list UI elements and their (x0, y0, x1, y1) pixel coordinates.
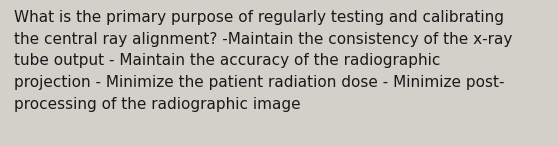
Text: What is the primary purpose of regularly testing and calibrating
the central ray: What is the primary purpose of regularly… (14, 10, 512, 112)
